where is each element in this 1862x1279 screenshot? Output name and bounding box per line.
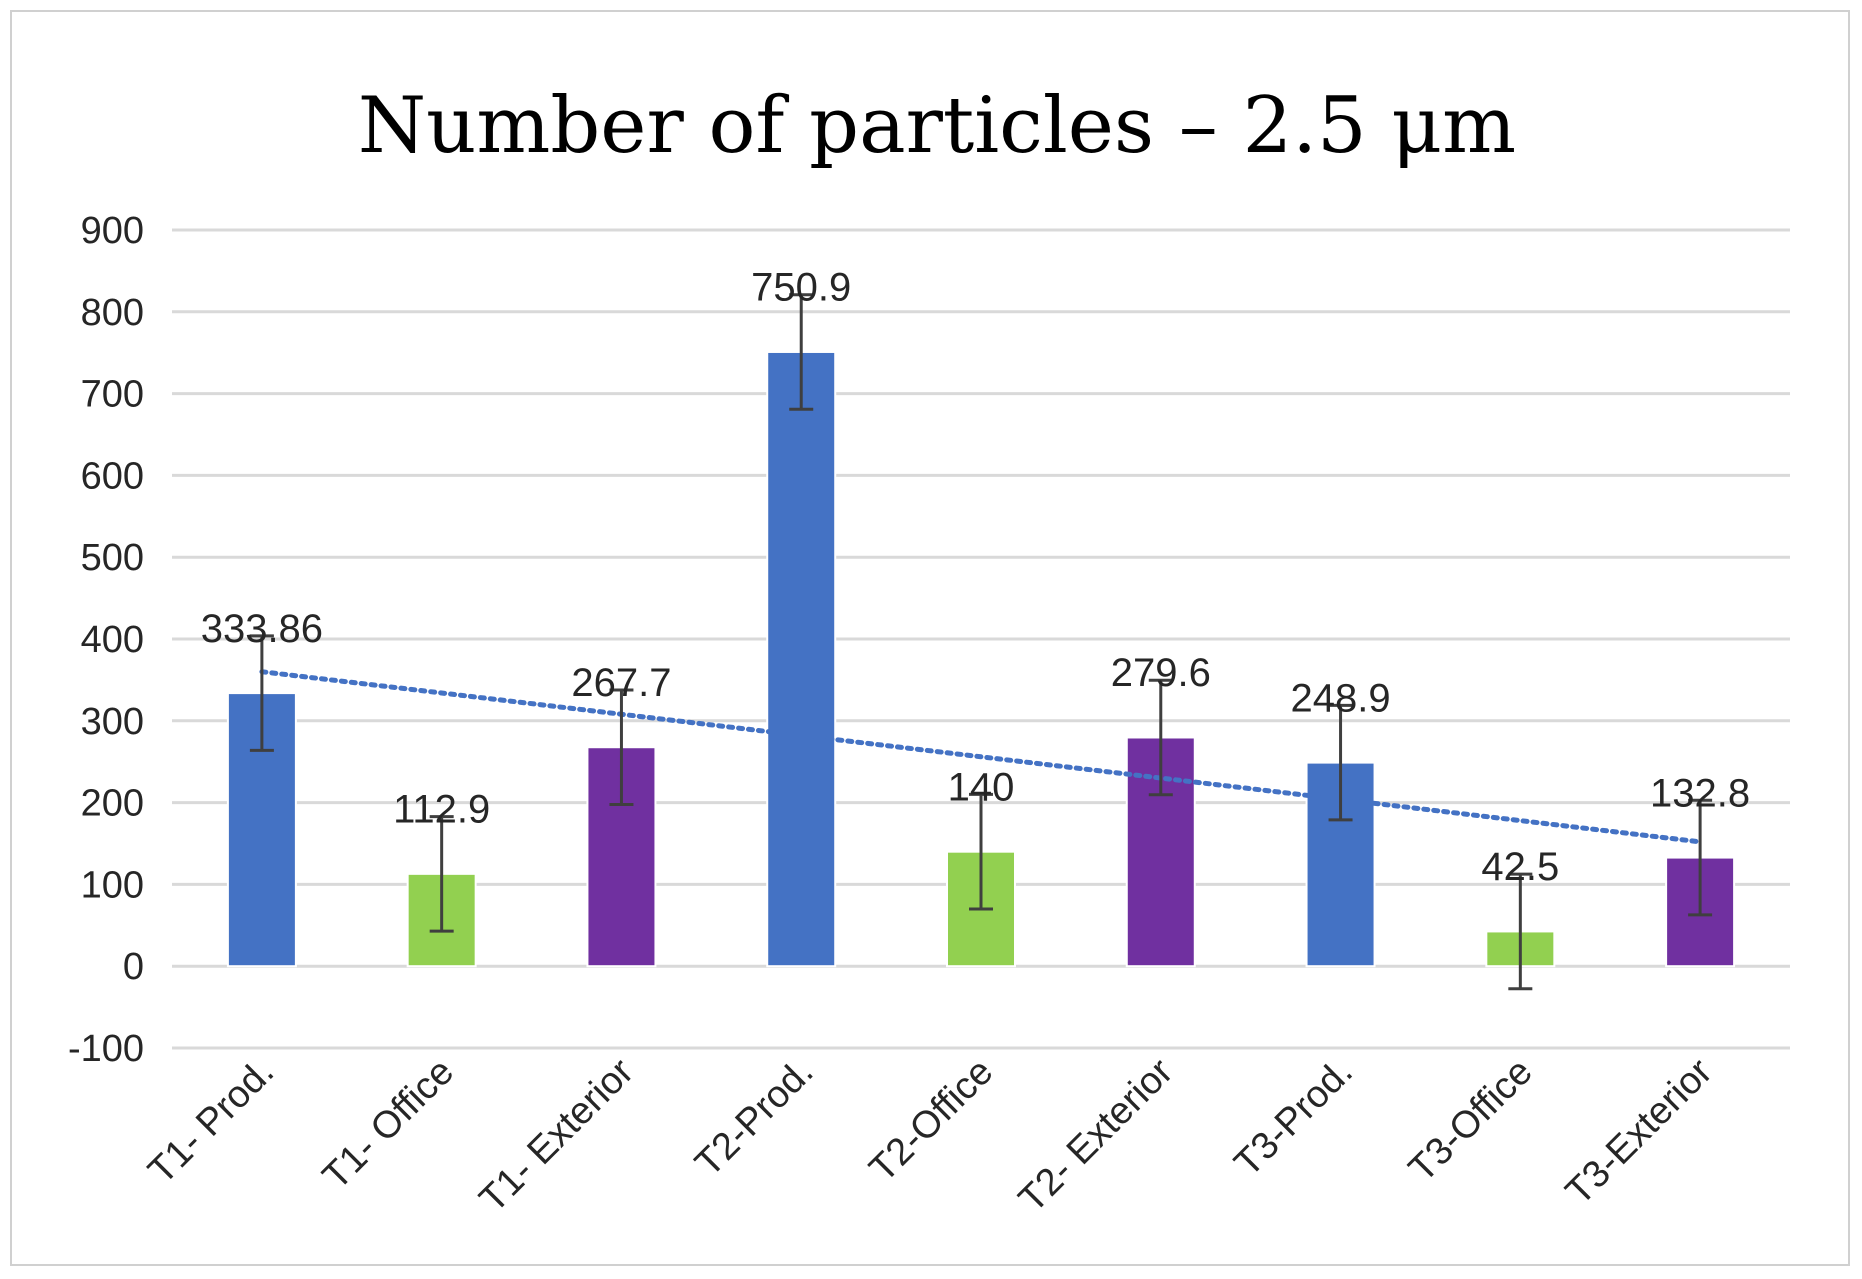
bar-chart: Number of particles – 2.5 μm 900 800 700 60…: [68, 81, 1790, 1221]
y-tick-label-900: 900: [81, 210, 144, 252]
x-tick-label-3: T1- Exterior: [472, 1050, 642, 1220]
data-label-4: 750.9: [751, 266, 851, 310]
y-tick-label--100: -100: [68, 1028, 144, 1070]
y-tick-label-0: 0: [123, 946, 144, 988]
x-tick-label-7: T3-Prod.: [1227, 1051, 1361, 1185]
data-label-1: 333.86: [201, 607, 323, 651]
bar-4: [766, 350, 837, 968]
x-tick-label-5: T2-Office: [862, 1051, 1002, 1191]
data-label-9: 132.8: [1650, 771, 1750, 815]
y-tick-label-800: 800: [81, 292, 144, 334]
chart-title: Number of particles – 2.5 μm: [358, 81, 1516, 171]
x-tick-label-6: T2- Exterior: [1011, 1050, 1181, 1220]
data-label-2: 112.9: [393, 788, 490, 832]
x-tick-label-9: T3-Exterior: [1558, 1050, 1721, 1213]
x-tick-label-2: T1- Office: [315, 1051, 462, 1198]
y-tick-label-700: 700: [81, 374, 144, 416]
chart-frame: Number of particles – 2.5 μm 900 800 700 60…: [10, 10, 1850, 1266]
y-tick-label-600: 600: [81, 455, 144, 497]
y-tick-label-100: 100: [81, 864, 144, 906]
y-tick-label-400: 400: [81, 619, 144, 661]
x-tick-label-4: T2-Prod.: [687, 1051, 821, 1185]
y-tick-label-200: 200: [81, 783, 144, 825]
y-tick-label-500: 500: [81, 537, 144, 579]
x-tick-label-1: T1- Prod.: [141, 1051, 283, 1193]
y-tick-label-300: 300: [81, 701, 144, 743]
data-label-8: 42.5: [1481, 845, 1559, 889]
data-label-6: 279.6: [1111, 651, 1211, 695]
data-label-5: 140: [948, 765, 1015, 809]
x-tick-label-8: T3-Office: [1401, 1051, 1541, 1191]
trendline: [259, 669, 1703, 845]
data-label-3: 267.7: [571, 661, 671, 705]
data-label-7: 248.9: [1291, 676, 1391, 720]
